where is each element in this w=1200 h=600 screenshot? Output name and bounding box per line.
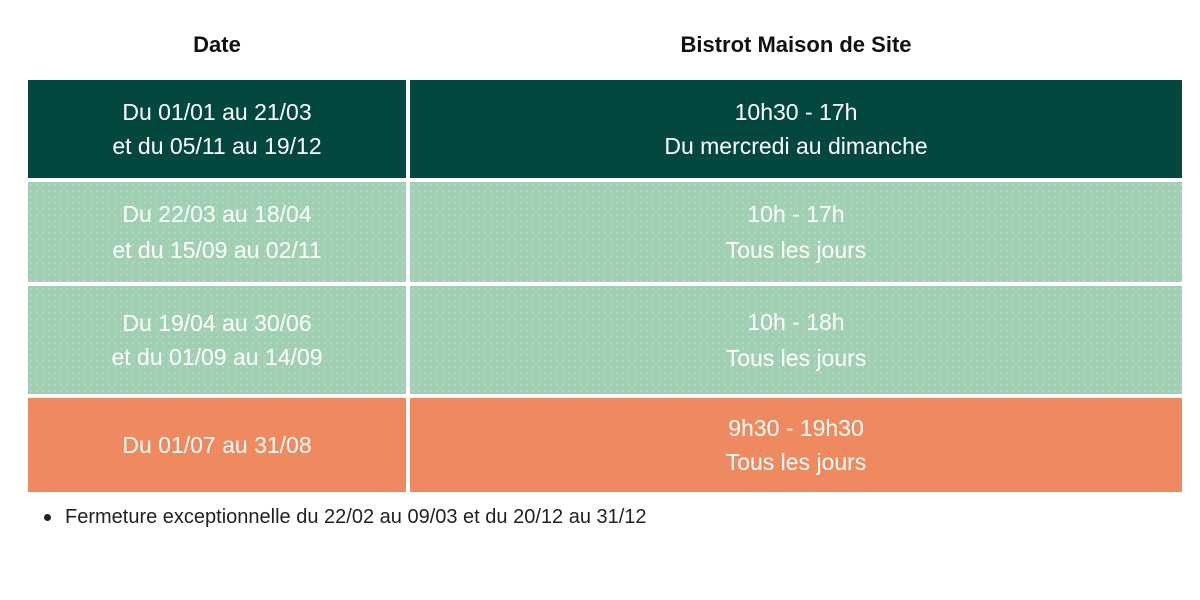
bistro-column-header: Bistrot Maison de Site — [680, 32, 912, 57]
date-line: et du 15/09 au 02/11 — [112, 237, 322, 263]
date-line: et du 01/09 au 14/09 — [111, 344, 323, 370]
date-line: Du 19/04 au 30/06 — [122, 310, 312, 336]
hours-text: 10h - 17h — [747, 201, 845, 227]
date-line: et du 05/11 au 19/12 — [112, 133, 322, 159]
date-cell: Du 19/04 au 30/06 et du 01/09 au 14/09 — [28, 286, 406, 394]
hours-text: 9h30 - 19h30 — [728, 415, 864, 441]
table-row: Du 19/04 au 30/06 et du 01/09 au 14/09 1… — [28, 286, 1182, 394]
date-line: Du 22/03 au 18/04 — [122, 201, 312, 227]
date-line: Du 01/07 au 31/08 — [122, 432, 312, 458]
table-row: Du 22/03 au 18/04 et du 15/09 au 02/11 1… — [28, 182, 1182, 282]
days-text: Tous les jours — [725, 449, 867, 475]
hours-text: 10h - 18h — [747, 309, 845, 335]
hours-cell: 10h - 17h Tous les jours — [410, 182, 1182, 282]
table-row: Du 01/07 au 31/08 9h30 - 19h30 Tous les … — [28, 398, 1182, 492]
date-cell: Du 22/03 au 18/04 et du 15/09 au 02/11 — [28, 182, 406, 282]
date-line: Du 01/01 au 21/03 — [122, 99, 312, 125]
date-cell: Du 01/07 au 31/08 — [28, 398, 406, 492]
closure-note: Fermeture exceptionnelle du 22/02 au 09/… — [44, 506, 647, 529]
hours-cell: 10h - 18h Tous les jours — [410, 286, 1182, 394]
date-cell: Du 01/01 au 21/03 et du 05/11 au 19/12 — [28, 80, 406, 178]
hours-cell: 10h30 - 17h Du mercredi au dimanche — [410, 80, 1182, 178]
days-text: Tous les jours — [725, 345, 867, 371]
hours-text: 10h30 - 17h — [734, 99, 858, 125]
bullet-icon — [44, 514, 51, 521]
date-column-header: Date — [193, 32, 241, 57]
days-text: Du mercredi au dimanche — [664, 133, 928, 159]
closure-note-text: Fermeture exceptionnelle du 22/02 au 09/… — [65, 506, 647, 528]
table-row: Du 01/01 au 21/03 et du 05/11 au 19/12 1… — [28, 80, 1182, 178]
hours-cell: 9h30 - 19h30 Tous les jours — [410, 398, 1182, 492]
days-text: Tous les jours — [725, 237, 867, 263]
